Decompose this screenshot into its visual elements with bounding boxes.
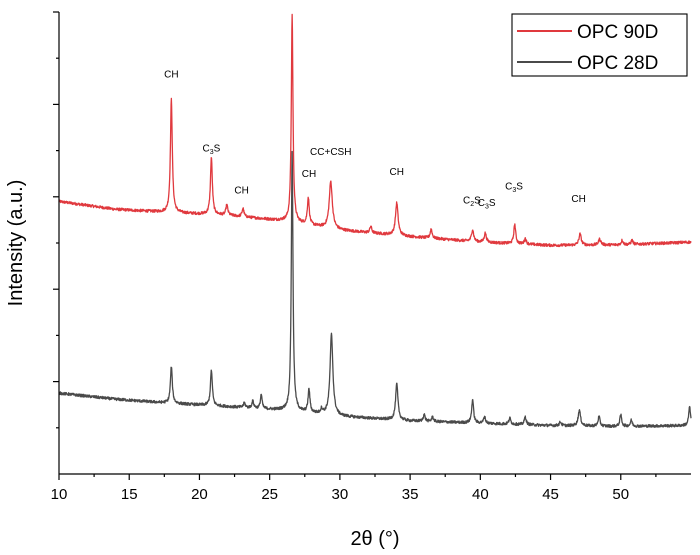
x-tick-label: 45 — [542, 486, 559, 503]
x-tick-label: 25 — [261, 486, 278, 503]
x-tick-label: 30 — [332, 486, 349, 503]
peak-label: C3S — [505, 181, 523, 194]
x-ticks: 10 15 20 25 30 35 40 45 50 — [51, 474, 657, 503]
legend-label: OPC 90D — [577, 22, 658, 43]
plot-lines — [58, 13, 692, 429]
peak-label: CH — [234, 186, 248, 197]
x-tick-label: 20 — [191, 486, 208, 503]
x-tick-label: 40 — [472, 486, 489, 503]
peak-label: C2S — [463, 195, 481, 208]
peak-label: CH — [390, 167, 404, 178]
x-tick-label: 15 — [121, 486, 138, 503]
series-line-2 — [58, 150, 692, 429]
peak-label: CC+CSH — [310, 147, 351, 158]
peak-label: CH — [302, 169, 316, 180]
peak-label: C3S — [478, 198, 496, 211]
series-line-1 — [58, 13, 692, 248]
peak-label: C3S — [202, 144, 220, 157]
x-tick-label: 50 — [612, 486, 629, 503]
y-axis-title: Intensity (a.u.) — [5, 180, 27, 307]
peak-label: CH — [164, 70, 178, 81]
x-tick-label: 10 — [51, 486, 68, 503]
legend: OPC 90D OPC 28D — [511, 13, 688, 77]
x-axis-title: 2θ (°) — [350, 528, 399, 550]
legend-label: OPC 28D — [577, 53, 658, 74]
x-tick-label: 35 — [402, 486, 419, 503]
peak-label: CH — [571, 194, 585, 205]
legend-box — [511, 13, 688, 77]
y-ticks — [53, 11, 59, 429]
